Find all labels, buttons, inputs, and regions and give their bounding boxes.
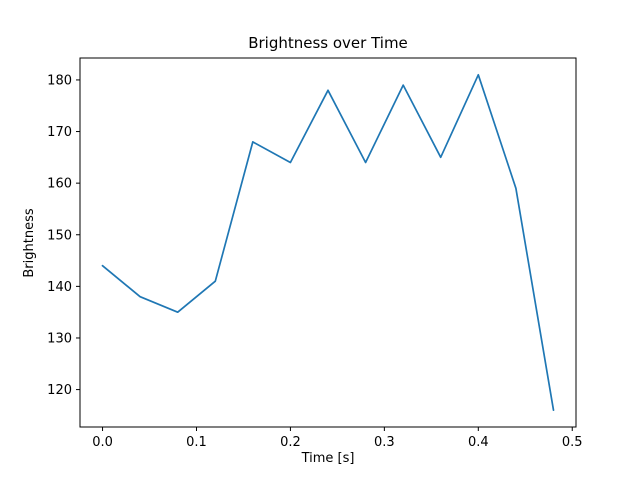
x-tick-label: 0.4 bbox=[468, 435, 489, 450]
y-tick-label: 170 bbox=[47, 125, 72, 140]
y-tick-label: 120 bbox=[47, 383, 72, 398]
y-tick-label: 160 bbox=[47, 177, 72, 192]
x-tick-label: 0.2 bbox=[280, 435, 301, 450]
data-line bbox=[101, 73, 555, 412]
x-tick-label: 0.5 bbox=[562, 435, 583, 450]
x-tick-label: 0.1 bbox=[186, 435, 207, 450]
y-tick-label: 150 bbox=[47, 228, 72, 243]
x-axis-label: Time [s] bbox=[301, 451, 355, 466]
x-tick-label: 0.0 bbox=[92, 435, 113, 450]
y-tick-label: 180 bbox=[47, 73, 72, 88]
y-tick-label: 130 bbox=[47, 331, 72, 346]
x-tick-label: 0.3 bbox=[374, 435, 395, 450]
plot-frame bbox=[79, 57, 577, 428]
y-tick-label: 140 bbox=[47, 280, 72, 295]
y-axis-label: Brightness bbox=[22, 208, 37, 277]
chart-title: Brightness over Time bbox=[248, 34, 408, 52]
